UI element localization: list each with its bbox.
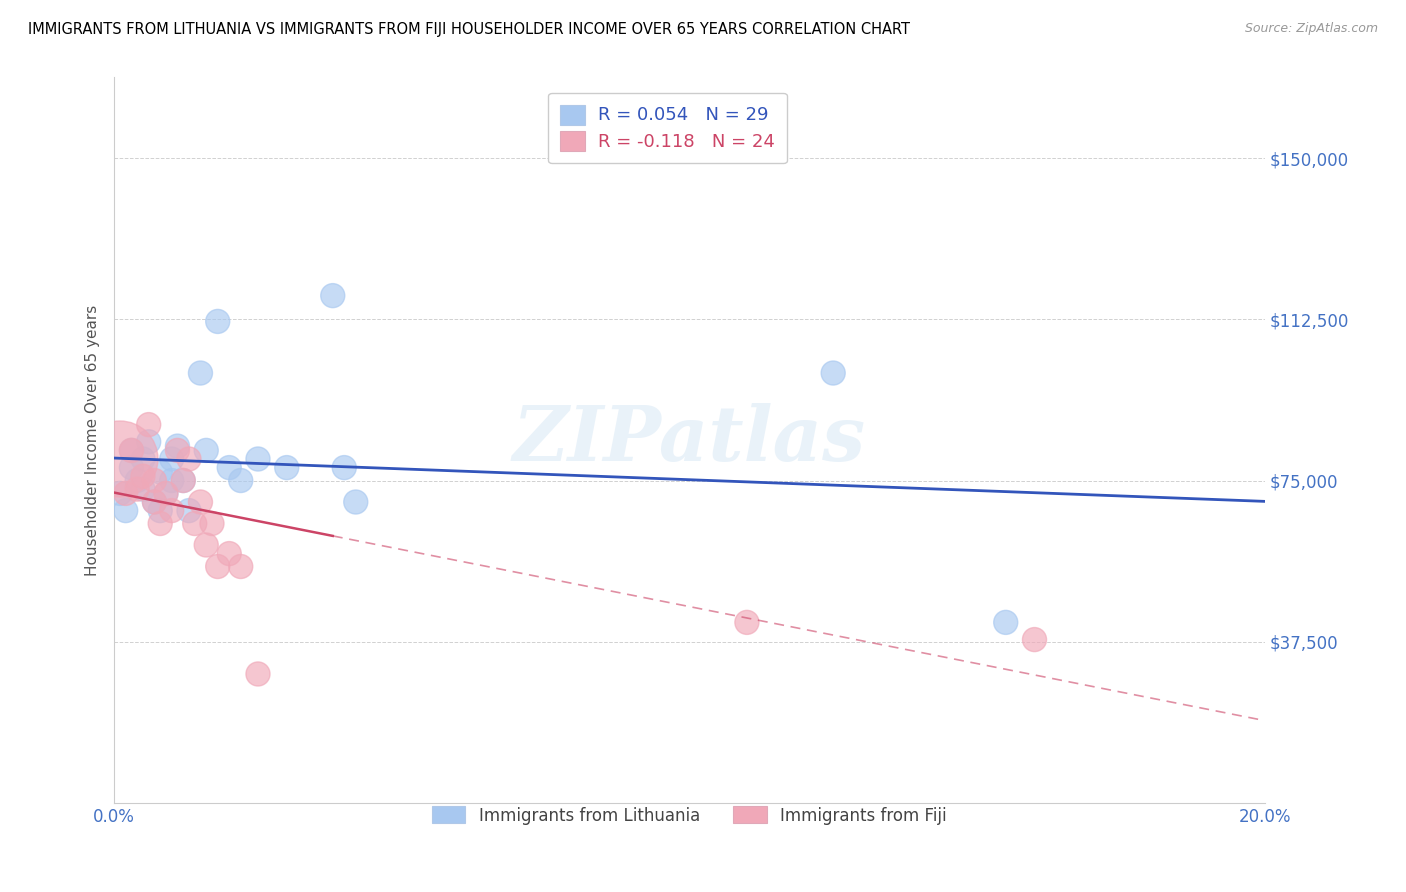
Point [149,503,172,517]
Point [166,443,188,458]
Point [155,486,177,500]
Point [143,495,166,509]
Point [246,452,269,467]
Point [172,474,194,488]
Point [138,417,160,432]
Point [190,495,212,509]
Text: IMMIGRANTS FROM LITHUANIA VS IMMIGRANTS FROM FIJI HOUSEHOLDER INCOME OVER 65 YEA: IMMIGRANTS FROM LITHUANIA VS IMMIGRANTS … [28,22,910,37]
Point [120,443,142,458]
Point [823,366,845,380]
Point [160,452,183,467]
Point [994,615,1017,630]
Point [195,443,218,458]
Point [276,460,298,475]
Point [735,615,758,630]
Point [218,547,240,561]
Point [120,460,142,475]
Point [229,474,252,488]
Point [132,469,155,483]
Point [160,503,183,517]
Point [138,434,160,449]
Point [207,559,229,574]
Point [132,452,155,467]
Point [108,486,131,500]
Point [177,452,200,467]
Point [127,482,149,496]
Legend: Immigrants from Lithuania, Immigrants from Fiji: Immigrants from Lithuania, Immigrants fr… [422,797,956,835]
Text: ZIPatlas: ZIPatlas [513,403,866,477]
Point [190,366,212,380]
Point [120,443,142,458]
Point [195,538,218,552]
Point [143,474,166,488]
Point [166,439,188,453]
Point [183,516,205,531]
Point [143,495,166,509]
Point [172,474,194,488]
Point [246,667,269,681]
Point [322,288,344,302]
Point [207,314,229,328]
Point [344,495,367,509]
Point [149,465,172,479]
Text: Source: ZipAtlas.com: Source: ZipAtlas.com [1244,22,1378,36]
Point [114,486,136,500]
Point [229,559,252,574]
Point [218,460,240,475]
Point [108,452,131,467]
Point [1024,632,1046,647]
Point [132,482,155,496]
Point [114,503,136,517]
Point [127,474,149,488]
Point [177,503,200,517]
Y-axis label: Householder Income Over 65 years: Householder Income Over 65 years [86,304,100,576]
Point [160,474,183,488]
Point [149,516,172,531]
Point [333,460,356,475]
Point [201,516,224,531]
Point [155,486,177,500]
